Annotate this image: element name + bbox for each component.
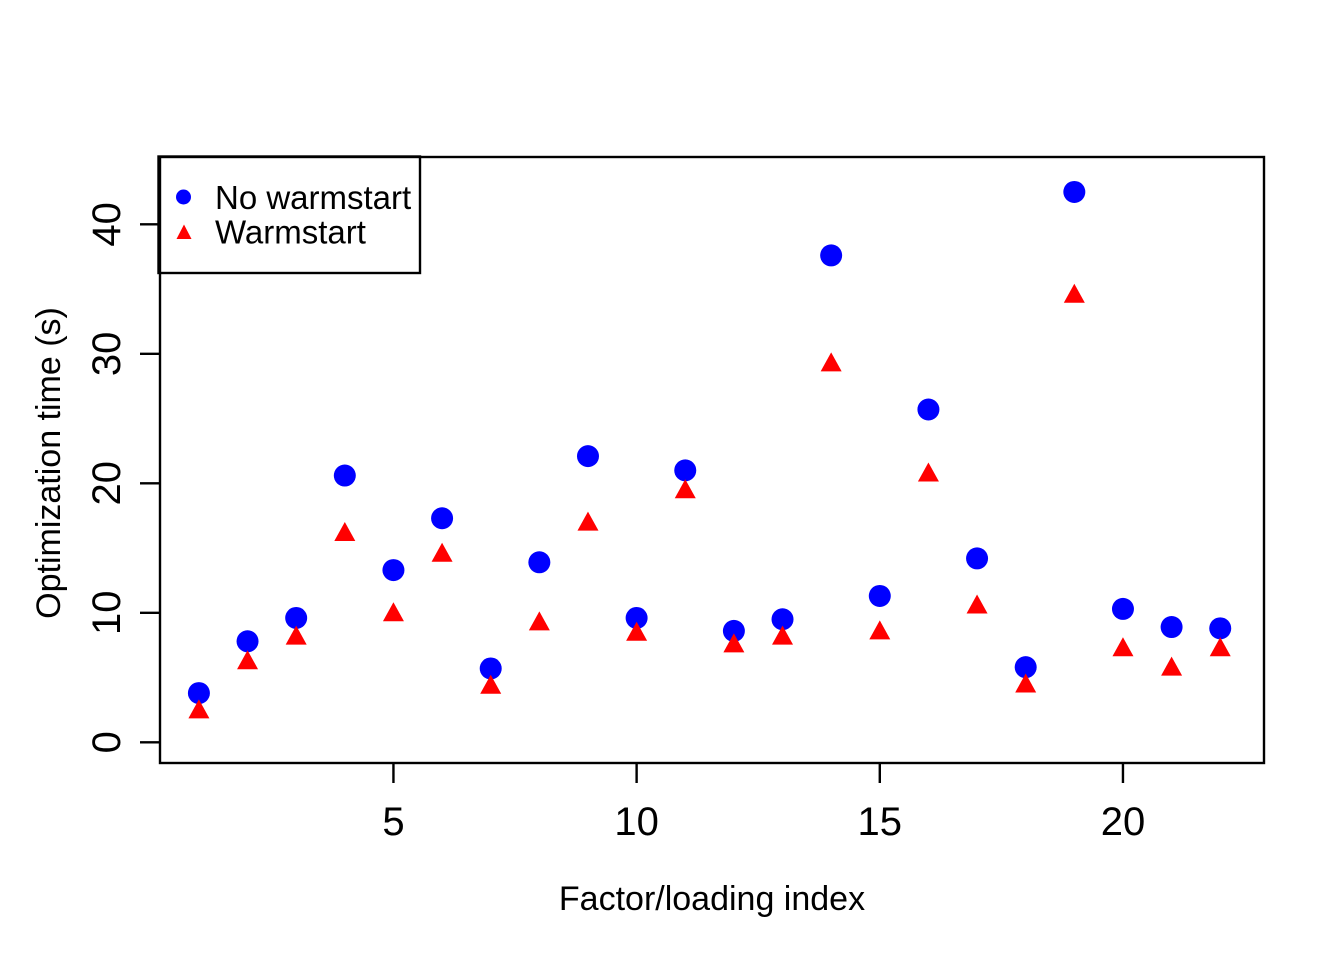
data-point-circle <box>966 547 989 570</box>
legend-label-no-warmstart: No warmstart <box>215 179 411 216</box>
x-tick-label: 15 <box>858 800 903 844</box>
data-point-circle <box>722 619 745 642</box>
data-point-triangle <box>674 479 696 499</box>
y-tick-label: 10 <box>85 591 129 636</box>
data-point-triangle <box>966 594 988 614</box>
data-point-triangle <box>528 611 550 631</box>
data-point-circle <box>674 459 697 482</box>
x-tick-label: 20 <box>1101 800 1146 844</box>
plot-box <box>158 155 1266 765</box>
data-point-circle <box>1209 617 1232 640</box>
data-point-triangle <box>237 650 259 670</box>
x-axis: 5 10 15 20 <box>382 763 1145 844</box>
data-point-circle <box>917 398 940 421</box>
y-tick-label: 0 <box>85 731 129 753</box>
data-point-triangle <box>382 602 404 622</box>
data-point-circle <box>820 244 843 267</box>
data-point-triangle <box>577 511 599 531</box>
data-point-circle <box>625 606 648 629</box>
data-point-circle <box>431 507 454 530</box>
data-point-circle <box>382 559 405 582</box>
data-point-circle <box>1063 180 1086 203</box>
data-point-circle <box>479 657 502 680</box>
data-point-triangle <box>480 674 502 694</box>
y-tick-label: 30 <box>85 332 129 377</box>
legend: No warmstart Warmstart <box>157 155 422 275</box>
data-point-circle <box>528 551 551 574</box>
data-point-circle <box>771 608 794 631</box>
x-tick-label: 10 <box>614 800 659 844</box>
data-point-circle <box>187 682 210 705</box>
data-point-circle <box>1014 656 1037 679</box>
data-point-triangle <box>1015 673 1037 693</box>
y-tick-label: 20 <box>85 461 129 506</box>
y-tick-label: 40 <box>85 202 129 247</box>
data-point-circle <box>1160 616 1183 639</box>
x-tick-label: 5 <box>382 800 404 844</box>
data-point-triangle <box>917 462 939 482</box>
legend-triangle-marker-icon <box>176 224 192 239</box>
data-point-circle <box>576 445 599 468</box>
data-point-triangle <box>723 633 745 653</box>
legend-box <box>157 155 422 275</box>
data-point-triangle <box>820 352 842 372</box>
data-point-triangle <box>869 620 891 640</box>
y-axis-title: Optimization time (s) <box>30 307 68 619</box>
y-axis: 0 10 20 30 40 <box>85 202 160 753</box>
data-point-triangle <box>1161 656 1183 676</box>
legend-circle-marker-icon <box>176 189 191 205</box>
data-point-triangle <box>772 625 794 645</box>
data-points <box>187 180 1232 719</box>
data-point-circle <box>236 630 259 653</box>
data-point-triangle <box>626 621 648 641</box>
data-point-circle <box>333 464 356 487</box>
data-point-triangle <box>431 542 453 562</box>
data-point-circle <box>1111 597 1134 620</box>
data-point-circle <box>868 584 891 607</box>
data-point-triangle <box>188 699 210 719</box>
data-point-triangle <box>285 625 307 645</box>
data-point-triangle <box>334 522 356 542</box>
x-axis-title: Factor/loading index <box>559 880 865 918</box>
data-point-triangle <box>1063 283 1085 303</box>
data-point-triangle <box>1209 637 1231 657</box>
legend-label-warmstart: Warmstart <box>215 214 366 251</box>
data-point-circle <box>285 606 308 629</box>
data-point-triangle <box>1112 637 1134 657</box>
